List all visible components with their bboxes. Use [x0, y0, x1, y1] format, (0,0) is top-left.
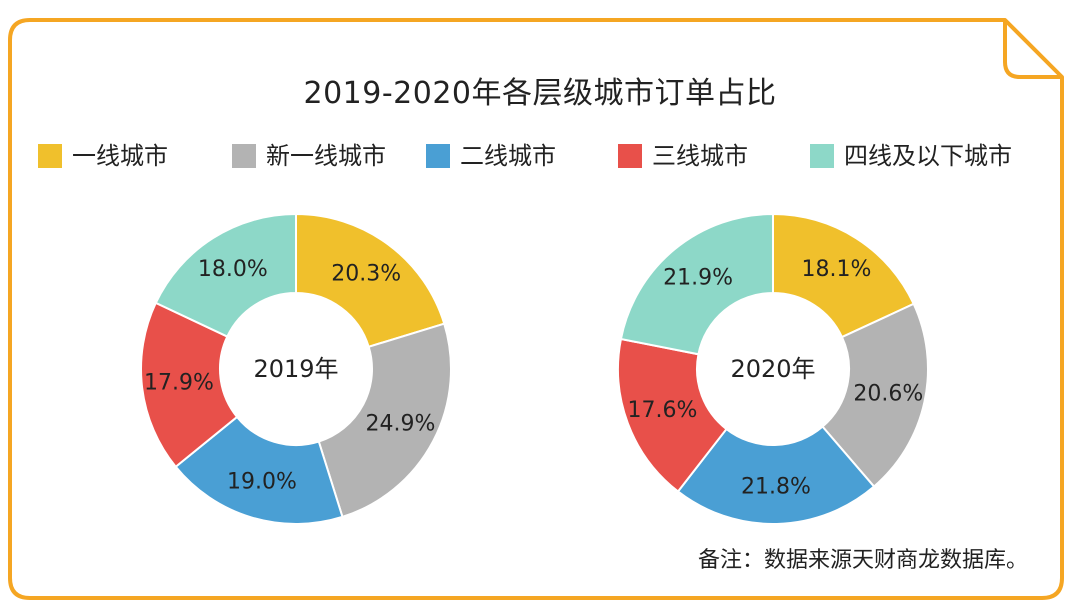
data-label-tier2: 19.0% — [227, 470, 297, 495]
legend-label: 三线城市 — [652, 142, 748, 170]
data-label-tier4-below: 18.0% — [198, 257, 268, 282]
legend-item-new-tier1: 新一线城市 — [232, 136, 386, 176]
slice-new-tier1 — [821, 302, 929, 488]
legend-swatch — [810, 144, 834, 168]
legend-item-tier3: 三线城市 — [618, 136, 748, 176]
data-label-tier4-below: 21.9% — [663, 265, 733, 290]
legend-swatch — [426, 144, 450, 168]
slice-tier3 — [140, 301, 239, 469]
legend-label: 二线城市 — [460, 142, 556, 170]
slice-tier4-below — [154, 212, 297, 338]
legend-label: 一线城市 — [72, 142, 168, 170]
legend-label: 四线及以下城市 — [844, 142, 1012, 170]
data-label-new-tier1: 20.6% — [853, 382, 923, 407]
chart-legend: 一线城市 新一线城市 二线城市 三线城市 四线及以下城市 — [0, 136, 1080, 176]
footnote: 备注：数据来源天财商龙数据库。 — [697, 548, 1028, 573]
slice-tier1 — [295, 212, 446, 349]
legend-swatch — [38, 144, 62, 168]
slice-tier2 — [174, 415, 344, 525]
slice-tier3 — [617, 337, 728, 493]
legend-item-tier1: 一线城市 — [38, 136, 168, 176]
legend-swatch — [232, 144, 256, 168]
data-label-tier1: 20.3% — [331, 262, 401, 287]
legend-item-tier2: 二线城市 — [426, 136, 556, 176]
slice-tier1 — [772, 212, 915, 339]
legend-label: 新一线城市 — [266, 142, 386, 170]
slice-new-tier1 — [317, 322, 452, 519]
donut-2019: 20.3% 24.9% 19.0% 17.9% 18.0% 2019年 — [140, 212, 452, 525]
data-label-new-tier1: 24.9% — [365, 412, 435, 437]
data-label-tier3: 17.9% — [144, 371, 214, 396]
chart-title: 2019-2020年各层级城市订单占比 — [303, 76, 777, 111]
data-label-tier3: 17.6% — [628, 398, 698, 423]
data-label-tier2: 21.8% — [741, 475, 811, 500]
legend-swatch — [618, 144, 642, 168]
data-label-tier1: 18.1% — [802, 257, 872, 282]
slice-tier4-below — [619, 212, 774, 356]
slice-tier2 — [676, 425, 876, 525]
donut-center-label: 2019年 — [253, 355, 338, 383]
frame-folded-corner — [1003, 20, 1062, 79]
legend-item-tier4-below: 四线及以下城市 — [810, 136, 1012, 176]
donut-2020: 18.1% 20.6% 21.8% 17.6% 21.9% 2020年 — [617, 212, 929, 525]
donut-center-label: 2020年 — [730, 355, 815, 383]
